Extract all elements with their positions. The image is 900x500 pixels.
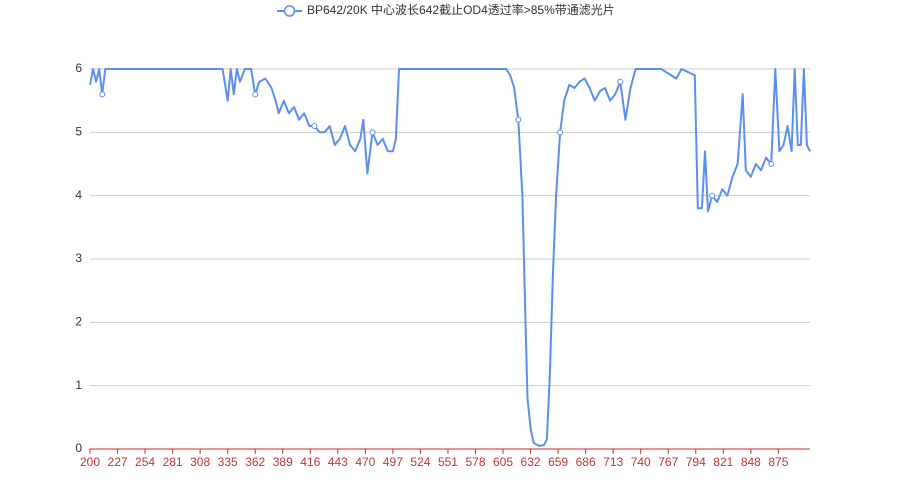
x-tick-label: 605: [493, 455, 513, 469]
x-tick-label: 659: [548, 455, 568, 469]
legend[interactable]: BP642/20K 中心波长642截止OD4透过率>85%带通滤光片: [277, 2, 615, 17]
x-tick-label: 200: [80, 455, 100, 469]
x-tick-label: 848: [741, 455, 761, 469]
x-tick-label: 632: [521, 455, 541, 469]
x-tick-label: 335: [218, 455, 238, 469]
x-tick-label: 227: [108, 455, 128, 469]
x-tick-label: 767: [658, 455, 678, 469]
point-marker: [617, 78, 624, 85]
x-tick-label: 524: [410, 455, 430, 469]
x-tick-label: 821: [713, 455, 733, 469]
y-tick-label: 1: [75, 378, 82, 392]
x-tick-label: 713: [603, 455, 623, 469]
point-marker: [311, 123, 318, 129]
x-tick-label: 254: [135, 455, 155, 469]
x-tick-label: 497: [383, 455, 403, 469]
point-marker: [252, 91, 259, 98]
legend-label: BP642/20K 中心波长642截止OD4透过率>85%带通滤光片: [307, 2, 615, 17]
x-tick-label: 416: [300, 455, 320, 469]
point-marker: [515, 116, 522, 123]
legend-symbol: [283, 5, 296, 17]
point-marker: [369, 129, 376, 136]
point-marker: [768, 161, 775, 167]
x-tick-label: 740: [631, 455, 651, 469]
x-tick-label: 362: [245, 455, 265, 469]
x-tick-label: 308: [190, 455, 210, 469]
series-line: [89, 68, 811, 447]
x-tick-label: 686: [576, 455, 596, 469]
x-tick-label: 578: [465, 455, 485, 469]
x-tick-label: 281: [163, 455, 183, 469]
y-tick-label: 0: [75, 441, 82, 455]
x-tick-label: 794: [686, 455, 706, 469]
x-tick-label: 389: [273, 455, 293, 469]
y-tick-label: 5: [75, 125, 82, 139]
y-tick-label: 4: [75, 188, 82, 202]
y-tick-label: 2: [75, 315, 82, 329]
point-marker: [709, 192, 716, 199]
point-marker: [99, 91, 106, 98]
x-tick-label: 551: [438, 455, 458, 469]
point-marker: [557, 129, 564, 136]
y-tick-label: 3: [75, 251, 82, 265]
x-tick-label: 443: [328, 455, 348, 469]
x-tick-label: 470: [355, 455, 375, 469]
x-tick-label: 875: [768, 455, 788, 469]
y-tick-label: 6: [75, 61, 82, 75]
